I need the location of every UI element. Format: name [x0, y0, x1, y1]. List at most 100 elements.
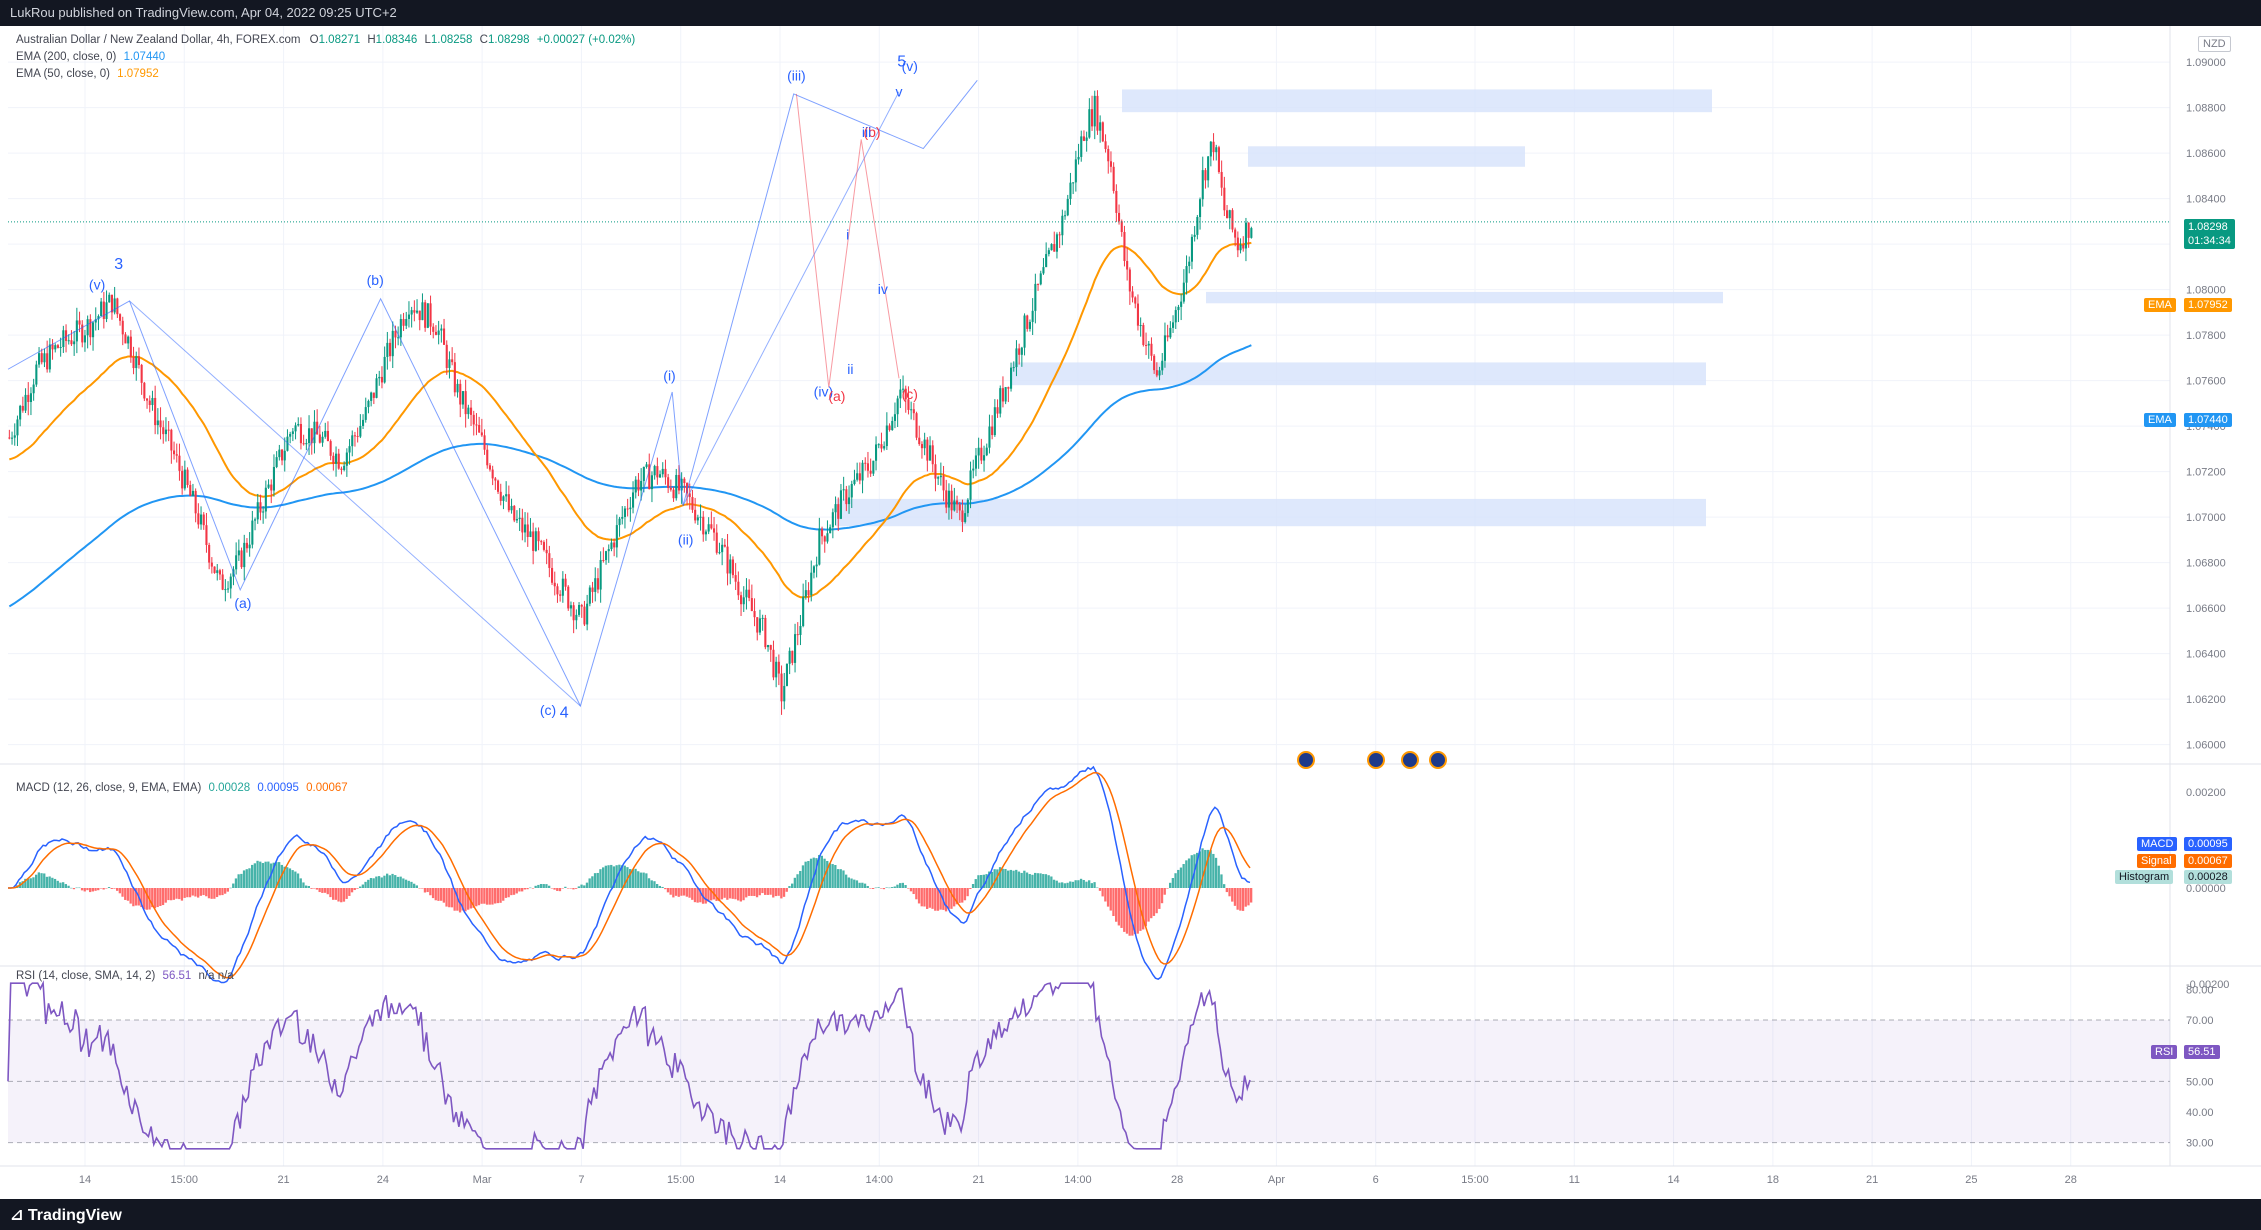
- candle-body: [372, 392, 375, 398]
- macd-histogram-bar: [728, 888, 732, 899]
- macd-histogram-bar: [610, 864, 613, 888]
- macd-histogram-bar: [126, 888, 130, 901]
- macd-histogram-bar: [261, 863, 265, 888]
- candle-body: [659, 474, 662, 478]
- candle-body: [1074, 159, 1077, 183]
- price-tick: 1.06400: [2186, 649, 2226, 661]
- macd-histogram-bar: [834, 865, 837, 888]
- macd-histogram-bar: [345, 888, 348, 899]
- wave-label: (iv): [814, 384, 833, 400]
- macd-histogram-bar: [210, 888, 213, 899]
- signal-line: [7, 771, 1251, 979]
- candle-body: [205, 525, 208, 545]
- candle-body: [737, 581, 740, 596]
- macd-histogram-bar: [529, 887, 532, 889]
- wave-label: (a): [234, 595, 251, 611]
- macd-histogram-bar: [113, 888, 116, 889]
- candle-body: [1109, 161, 1112, 167]
- candle-body: [580, 605, 583, 607]
- macd-histogram-bar: [863, 883, 867, 888]
- candle-body: [1112, 166, 1115, 191]
- macd-histogram-bar: [742, 888, 745, 901]
- macd-histogram-bar: [593, 873, 597, 888]
- candle-body: [283, 450, 286, 461]
- candle-body: [89, 319, 92, 338]
- candle-body: [218, 570, 221, 575]
- candle-body: [345, 452, 348, 466]
- candle-body: [818, 528, 821, 565]
- candle-body: [853, 479, 856, 485]
- candle-body: [939, 475, 942, 478]
- candle-body: [421, 302, 424, 321]
- candle-body: [1072, 182, 1075, 184]
- macd-histogram-bar: [1025, 872, 1029, 888]
- candle-body: [953, 500, 956, 511]
- macd-histogram-bar: [566, 888, 570, 889]
- macd-histogram-bar: [67, 885, 70, 888]
- candle-body: [672, 489, 675, 499]
- candle-body: [432, 326, 435, 332]
- macd-histogram-bar: [521, 888, 524, 892]
- macd-histogram-bar: [1182, 864, 1185, 888]
- candle-body: [823, 536, 826, 542]
- candle-body: [1174, 310, 1177, 323]
- candle-body: [918, 437, 921, 445]
- candle-body: [721, 544, 724, 553]
- candle-body: [459, 383, 462, 405]
- ema200-legend[interactable]: EMA (200, close, 0) 1.07440: [16, 51, 165, 63]
- candle-body: [100, 301, 103, 317]
- candle-body: [21, 405, 24, 411]
- macd-histogram-bar: [780, 888, 783, 899]
- macd-histogram-bar: [237, 874, 240, 888]
- macd-histogram-bar: [1055, 880, 1058, 888]
- candle-body: [413, 310, 416, 313]
- candle-body: [375, 378, 378, 398]
- time-tick: 6: [1373, 1174, 1379, 1186]
- candle-body: [532, 531, 535, 551]
- candle-body: [896, 398, 899, 415]
- candle-body: [229, 576, 232, 589]
- candle-body: [999, 388, 1002, 414]
- candle-body: [591, 587, 594, 592]
- candle-body: [362, 419, 365, 426]
- macd-histogram-bar: [94, 888, 97, 891]
- candle-body: [923, 439, 926, 449]
- candle-body: [59, 346, 62, 348]
- candle-body: [1196, 217, 1199, 235]
- rsi-legend[interactable]: RSI (14, close, SMA, 14, 2) 56.51 n/a n/…: [16, 970, 234, 982]
- candle-body: [1250, 228, 1253, 238]
- macd-histogram-bar: [72, 888, 76, 890]
- chart-canvas[interactable]: (v)3(a)(b)(c) 4(i)(ii)(iii)(iv)(a)(b)(c)i…: [0, 26, 2261, 1199]
- macd-histogram-bar: [782, 888, 786, 897]
- macd-histogram-bar: [488, 888, 491, 905]
- macd-histogram-bar: [699, 888, 702, 903]
- macd-legend[interactable]: MACD (12, 26, close, 9, EMA, EMA) 0.0002…: [16, 782, 348, 794]
- candle-body: [1061, 215, 1064, 236]
- macd-histogram-bar: [607, 865, 610, 888]
- candle-body: [1182, 282, 1185, 302]
- candle-body: [332, 455, 335, 464]
- macd-histogram-bar: [548, 885, 551, 888]
- macd-histogram-bar: [812, 857, 815, 888]
- candle-body: [702, 516, 705, 535]
- tradingview-logo[interactable]: ⊿ TradingView: [10, 1205, 122, 1225]
- candle-body: [861, 462, 864, 481]
- ema50-legend[interactable]: EMA (50, close, 0) 1.07952: [16, 68, 159, 80]
- currency-badge[interactable]: NZD: [2198, 36, 2231, 52]
- macd-histogram-bar: [307, 885, 310, 888]
- candle-body: [156, 420, 159, 426]
- macd-histogram-bar: [140, 888, 143, 908]
- candle-body: [1217, 147, 1220, 173]
- macd-histogram-bar: [1185, 860, 1188, 888]
- macd-histogram-bar: [915, 888, 918, 900]
- tv-logo-text: TradingView: [27, 1207, 122, 1224]
- candle-body: [364, 407, 367, 420]
- candle-body: [81, 324, 84, 343]
- macd-histogram-bar: [413, 883, 416, 888]
- candle-body: [551, 567, 554, 583]
- candle-body: [418, 310, 421, 321]
- macd-histogram-bar: [1223, 884, 1226, 888]
- candle-body: [16, 419, 19, 436]
- candle-body: [850, 484, 853, 498]
- wave-label: (a): [828, 388, 845, 404]
